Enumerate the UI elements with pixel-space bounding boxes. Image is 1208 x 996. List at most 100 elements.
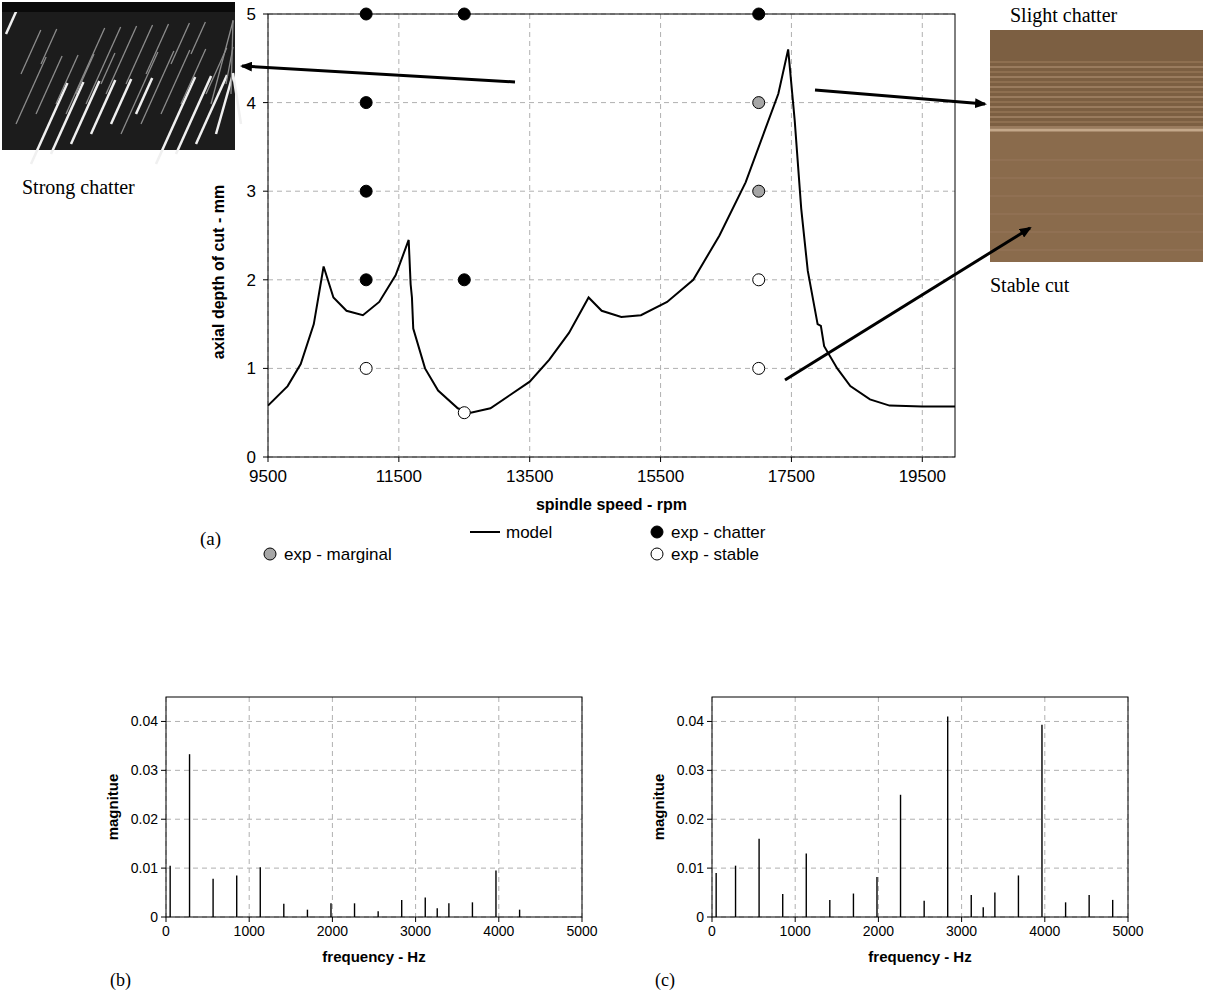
photo-texture [51,82,83,154]
tick-mark [498,917,499,922]
tick-mark [707,868,712,869]
legend: modelexp - chatterexp - marginalexp - st… [264,523,766,564]
tick-label: 3000 [946,923,977,939]
data-point [360,274,372,286]
grid-line [529,14,530,457]
grid-line [166,721,582,722]
legend-swatch [651,526,663,538]
spectrum-peak [169,866,170,917]
data-point [458,407,470,419]
photo-texture [141,51,174,124]
plot-frame [712,697,1128,917]
photo-texture [56,55,78,104]
grid-line [712,819,1128,820]
spectrum-peak [715,873,716,917]
photo-texture [41,29,57,64]
spectrum-peak [354,903,355,917]
tick-mark [922,457,923,462]
plot-frame [268,14,955,457]
photo-strong-chatter [2,2,235,150]
photo-texture [71,81,99,144]
data-point [360,8,372,20]
tick-mark [1044,917,1045,922]
photo-texture [216,74,233,134]
plot-points [360,8,765,419]
tick-mark [161,721,166,722]
photo-texture [990,214,1203,215]
photo-texture [990,122,1203,123]
tick-label: 5000 [1112,923,1143,939]
photo-texture [990,250,1203,251]
tick-mark [268,457,269,462]
chart-2: 01000200030004000500000.010.020.030.04fr… [650,697,1144,991]
photo-texture [146,24,169,74]
tick-label: 0.02 [131,811,158,827]
axis-title: axial depth of cut - mm [210,185,227,359]
photo-texture [66,28,105,114]
spectrum-peak [401,900,402,917]
tick-label: 0.04 [131,713,158,729]
plot-data [170,754,519,917]
photo-texture [990,178,1203,179]
data-point [753,274,765,286]
tick-label: 3 [247,182,256,201]
spectrum-peak [876,877,877,917]
grid-line [249,697,250,917]
data-point [458,8,470,20]
photo-texture [36,56,62,114]
tick-mark [263,14,268,15]
arrow [242,66,515,82]
photo-texture [191,22,205,54]
tick-mark [263,191,268,192]
axis-title: frequency - Hz [868,948,971,965]
photo-texture [990,77,1203,78]
photo-texture [91,80,115,134]
tick-mark [166,917,167,922]
photo-texture [136,78,152,114]
spectrum-peak [994,893,995,917]
photo-texture [176,76,211,154]
tick-mark [263,279,268,280]
legend-swatch [264,548,276,560]
tick-mark [161,819,166,820]
spectrum-peak [900,795,901,917]
arrow [785,228,1030,380]
spectrum-peak [330,903,331,917]
grid-line [398,14,399,457]
photo-texture [990,127,1203,128]
spectrum-peak [236,875,237,917]
data-point [753,362,765,374]
spectrum-peak [782,894,783,917]
spectrum-peak [260,867,261,917]
data-point [360,362,372,374]
tick-mark [398,457,399,462]
spectrum-peak [1065,902,1066,917]
photo-texture [990,82,1203,83]
tick-label: 0 [696,909,704,925]
plot-frame [166,697,582,917]
tick-mark [707,819,712,820]
tick-label: 15500 [637,467,684,486]
tick-mark [161,770,166,771]
photo-texture [121,52,158,134]
photo-texture [233,73,241,124]
plot-data [268,49,955,412]
tick-mark [249,917,250,922]
photo-texture [21,30,41,74]
spectrum-peak [1088,895,1089,917]
spectrum-peak [923,901,924,917]
grid-line [961,697,962,917]
tick-label: 2000 [317,923,348,939]
spectrum-peak [1018,875,1019,917]
photo-texture [171,23,189,64]
grid-line [498,697,499,917]
tick-mark [707,721,712,722]
data-point [458,274,470,286]
chart-0: 95001150013500155001750019500012345spind… [2,2,1203,564]
tick-label: 5000 [566,923,597,939]
spectrum-peak [377,911,378,917]
data-point [753,8,765,20]
panel-label: (a) [200,528,221,550]
spectrum-peak [983,907,984,917]
spectrum-peak [448,903,449,917]
